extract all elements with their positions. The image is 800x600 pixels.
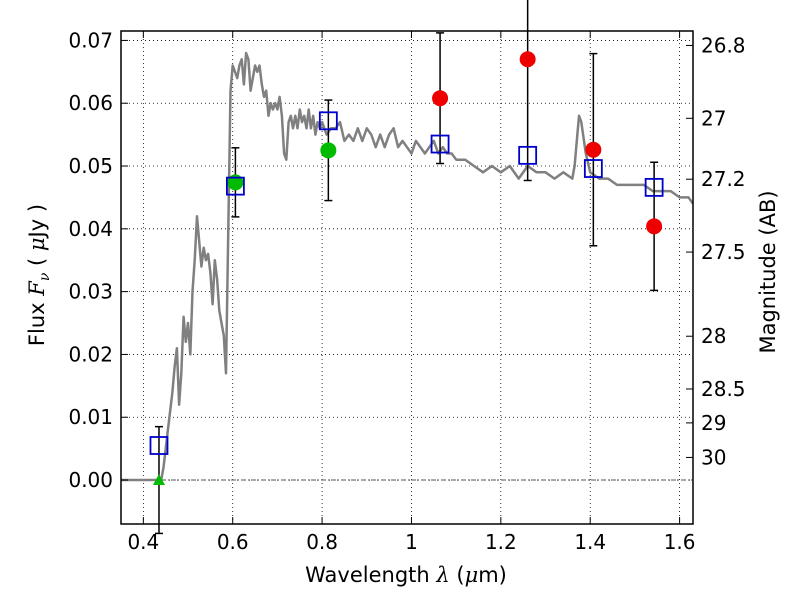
- right-axis-label: Magnitude (AB): [756, 190, 780, 353]
- grid-lines: [121, 31, 693, 524]
- right-tick-label: 26.8: [701, 33, 746, 57]
- model-flux-square: [318, 111, 338, 131]
- red-data-point: [585, 141, 602, 158]
- y-tick-label: 0.04: [68, 217, 113, 241]
- model-flux-square: [518, 145, 538, 165]
- x-tick-label: 1.4: [574, 530, 606, 554]
- right-tick-label: 30: [701, 445, 726, 469]
- green-data-point: [320, 142, 337, 159]
- upper-limit-triangle: [152, 474, 165, 486]
- model-flux-square: [225, 176, 245, 196]
- y-tick-label: 0.06: [68, 91, 113, 115]
- x-tick-label: 1: [405, 530, 418, 554]
- right-tick-label: 27.2: [701, 167, 746, 191]
- model-sed-line: [121, 51, 695, 482]
- y-tick-label: 0.02: [68, 342, 113, 366]
- y-tick-label: 0.01: [68, 405, 113, 429]
- plot-frame: [120, 30, 694, 525]
- right-tick-label: 28.5: [701, 377, 746, 401]
- red-data-point: [519, 51, 536, 68]
- model-flux-square: [644, 177, 664, 197]
- y-tick-label: 0.05: [68, 154, 113, 178]
- x-tick-label: 1.2: [485, 530, 517, 554]
- model-sed-curve: [121, 51, 695, 482]
- red-data-point: [646, 218, 663, 235]
- green-data-point: [227, 174, 244, 191]
- right-tick-label: 27.5: [701, 240, 746, 264]
- right-tick-label: 28: [701, 324, 726, 348]
- x-axis-label: Wavelength λ (μm): [305, 563, 507, 587]
- y-tick-label: 0.03: [68, 280, 113, 304]
- x-tick-label: 0.4: [127, 530, 159, 554]
- right-tick-label: 27: [701, 106, 726, 130]
- x-tick-label: 1.6: [664, 530, 696, 554]
- axis-ticks: 0.4 0.6 0.8 1 1.2 1.4 1.6 0.00 0.01 0.02 0.03 0.04 0…: [68, 28, 745, 554]
- y-axis-label: Flux Fν ( μJy ): [25, 204, 53, 346]
- x-tick-label: 0.6: [217, 530, 249, 554]
- y-tick-label: 0.07: [68, 28, 113, 52]
- model-flux-square: [149, 436, 169, 455]
- y-tick-label: 0.00: [68, 468, 113, 492]
- right-tick-label: 29: [701, 411, 726, 435]
- red-data-point: [432, 90, 449, 107]
- model-flux-square: [430, 134, 450, 154]
- model-flux-square: [583, 159, 603, 178]
- photometry-points: [149, 0, 664, 535]
- x-tick-label: 0.8: [306, 530, 338, 554]
